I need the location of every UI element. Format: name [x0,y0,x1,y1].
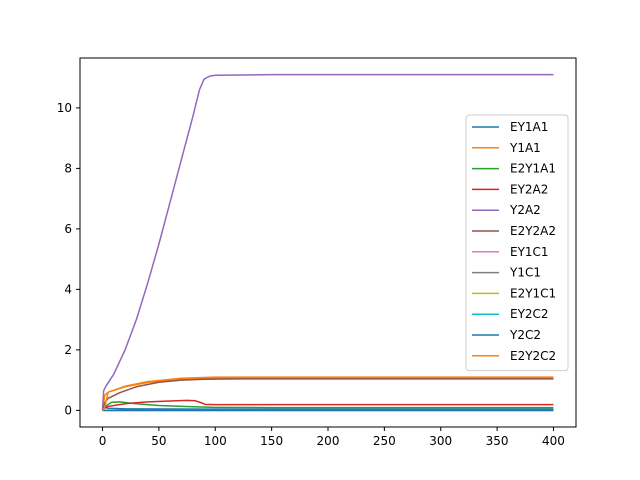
plot-lines [101,73,554,412]
legend-label: E2Y2C2 [510,349,556,363]
y-tick-label: 0 [64,403,72,417]
x-tick-label: 50 [151,434,166,448]
legend-label: EY1C1 [510,245,549,259]
legend-label: E2Y2A2 [510,224,556,238]
legend: EY1A1 Y1A1 E2Y1A1 EY2A2 Y2A2 E2Y2A2 EY1C1 Y1C1 E… [465,114,569,372]
legend-label: Y2C2 [509,328,541,342]
series-line-ey2a2 [102,399,554,410]
series-line-e2y1a1 [101,401,554,411]
x-tick-label: 0 [99,434,107,448]
legend-label: EY1A1 [510,120,548,134]
x-tick-label: 200 [317,434,340,448]
y-tick-label: 10 [57,101,72,115]
legend-label: EY2A2 [510,182,548,196]
x-tick-label: 400 [542,434,565,448]
x-tick-label: 300 [429,434,452,448]
x-axis: 0 50 100 150 200 250 300 350 400 [99,427,565,448]
series-line-y1a1 [101,376,554,411]
y-axis: 0 2 4 6 8 10 [57,101,80,417]
legend-label: Y1C1 [509,266,541,280]
y-tick-label: 8 [64,161,72,175]
legend-label: Y1A1 [509,141,541,155]
x-tick-label: 250 [373,434,396,448]
series-line-y2a2 [101,73,554,411]
legend-box [465,114,569,372]
y-tick-label: 2 [64,343,72,357]
y-tick-label: 6 [64,222,72,236]
legend-label: E2Y1A1 [510,162,556,176]
legend-label: Y2A2 [509,203,541,217]
legend-label: E2Y1C1 [510,286,556,300]
y-tick-label: 4 [64,282,72,296]
x-tick-label: 150 [260,434,283,448]
x-tick-label: 100 [204,434,227,448]
x-tick-label: 350 [486,434,509,448]
series-line-e2y2c2 [101,376,554,411]
legend-label: EY2C2 [510,307,549,321]
